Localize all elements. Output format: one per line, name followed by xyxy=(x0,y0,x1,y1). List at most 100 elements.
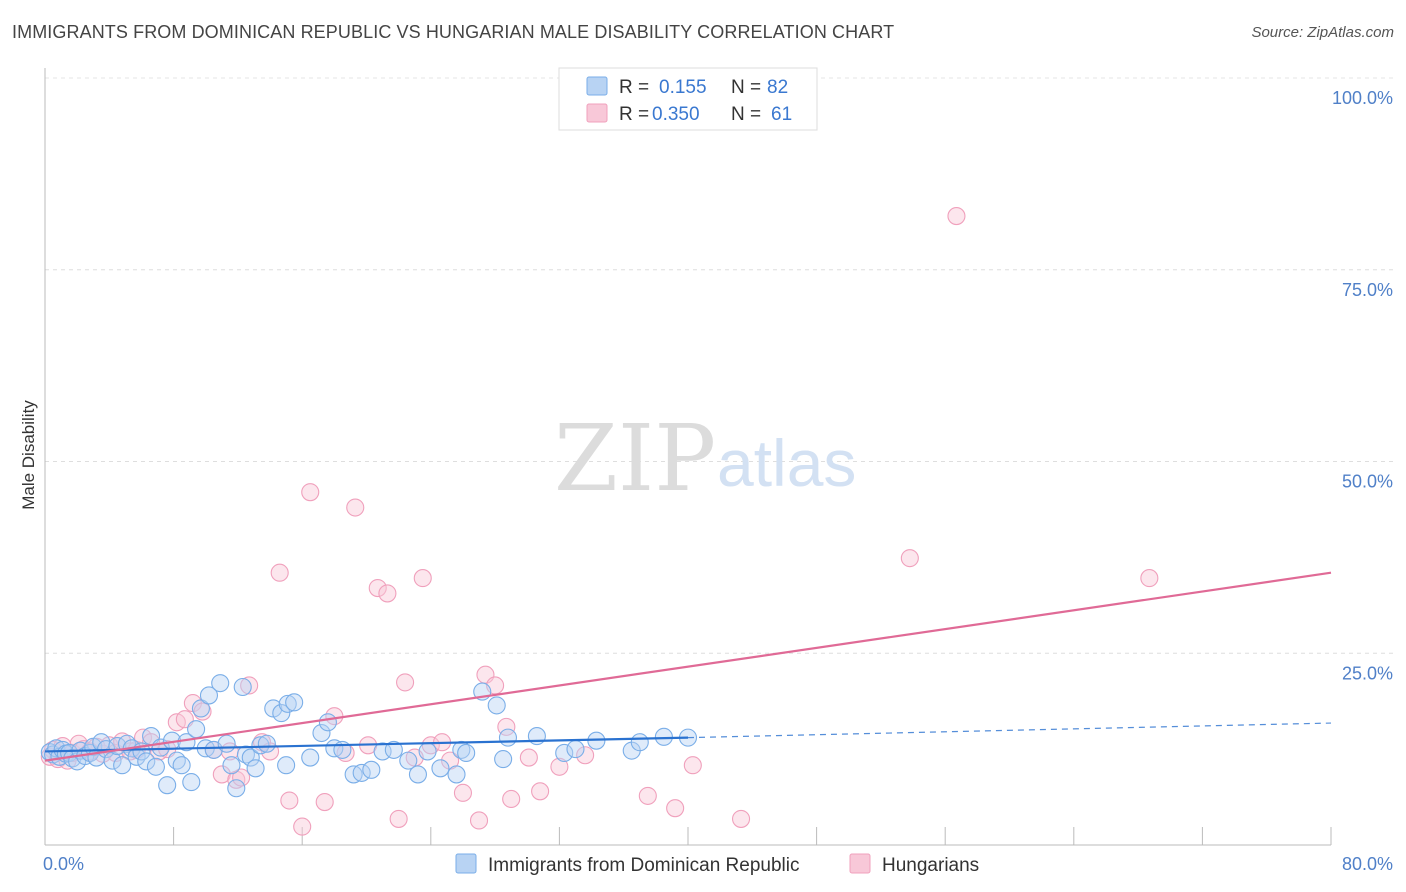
hungarians-point xyxy=(240,676,259,695)
grid-lines xyxy=(45,77,1395,654)
bottom-legend-label-dominican: Immigrants from Dominican Republic xyxy=(488,855,800,876)
dominican-point xyxy=(227,779,246,798)
dominican-point xyxy=(251,736,270,755)
legend-r-label: R = xyxy=(619,104,649,125)
dominican-point xyxy=(384,740,403,759)
legend-r-value: 0.155 xyxy=(659,77,707,98)
hungarians-point xyxy=(666,799,685,818)
dominican-point xyxy=(182,773,201,792)
dominican-point xyxy=(277,756,296,775)
hungarians-point xyxy=(270,563,289,582)
dominican-point xyxy=(146,757,165,776)
y-tick-label: 75.0% xyxy=(1342,280,1393,300)
watermark-atlas: atlas xyxy=(717,426,856,500)
hungarians-point xyxy=(396,673,415,692)
hungarians-point xyxy=(947,207,966,226)
hungarians-trend-line xyxy=(44,571,1332,762)
legend-n-label: N = xyxy=(731,77,761,98)
dominican-point xyxy=(301,748,320,767)
dominican-point xyxy=(630,733,649,752)
dominican-point xyxy=(318,713,337,732)
dominican-point xyxy=(654,727,673,746)
dominican-point xyxy=(494,750,513,769)
dominican-point xyxy=(199,686,219,705)
dominican-point xyxy=(278,694,297,713)
legend-r-value: 0.350 xyxy=(652,104,700,125)
hungarians-point xyxy=(519,748,538,767)
bottom-legend-swatch-dominican xyxy=(455,853,477,874)
dominican-point xyxy=(312,723,331,743)
dominican-point xyxy=(447,765,466,784)
hungarians-point xyxy=(378,584,397,603)
axes xyxy=(44,68,1332,846)
dominican-point xyxy=(217,734,236,753)
dominican-point xyxy=(418,742,437,761)
hungarians-point xyxy=(550,757,569,776)
hungarians-point xyxy=(469,811,489,830)
hungarians-point xyxy=(638,786,657,805)
hungarians-point xyxy=(900,549,919,568)
hungarians-point xyxy=(502,789,521,809)
hungarians-points xyxy=(40,207,1159,836)
hungarians-point xyxy=(453,783,473,802)
bottom-legend-swatch-hungarians xyxy=(849,853,871,874)
dominican-trend-extension xyxy=(687,722,1332,739)
hungarians-point xyxy=(1140,569,1159,588)
hungarians-point xyxy=(389,809,408,828)
dominican-point xyxy=(246,759,265,778)
dominican-point xyxy=(236,745,255,764)
hungarians-point xyxy=(315,792,334,812)
legend-n-value: 61 xyxy=(771,104,792,125)
hungarians-point xyxy=(346,498,365,517)
dominican-point xyxy=(272,704,291,723)
x-tick-label: 0.0% xyxy=(43,854,84,874)
dominican-point xyxy=(498,728,518,747)
dominican-point xyxy=(137,752,156,771)
hungarians-point xyxy=(531,782,550,801)
dominican-point xyxy=(103,751,122,770)
legend-n-label: N = xyxy=(731,104,761,125)
dominican-point xyxy=(113,756,132,775)
hungarians-point xyxy=(232,768,251,787)
x-tick-label: 80.0% xyxy=(1342,854,1393,874)
watermark: ZIP atlas xyxy=(554,405,856,512)
dominican-point xyxy=(487,696,506,715)
dominican-point xyxy=(408,765,427,784)
dominican-point xyxy=(399,751,418,770)
bottom-legend: Immigrants from Dominican Republic Hunga… xyxy=(455,853,979,876)
tick-labels: 25.0% 50.0% 75.0% 100.0% 0.0% 80.0% xyxy=(43,88,1393,874)
dominican-point xyxy=(172,756,191,775)
legend-n-value: 82 xyxy=(767,77,788,98)
legend-swatch-dominican xyxy=(586,76,608,96)
hungarians-point xyxy=(413,569,432,588)
watermark-zip: ZIP xyxy=(554,405,716,512)
hungarians-point xyxy=(293,817,312,836)
dominican-point xyxy=(457,743,476,763)
dominican-point xyxy=(352,763,371,782)
dominican-point xyxy=(257,734,276,753)
dominican-point xyxy=(158,776,177,795)
dominican-point xyxy=(555,743,574,763)
dominican-point xyxy=(373,742,392,761)
dominican-point xyxy=(285,693,304,712)
y-tick-label: 50.0% xyxy=(1342,472,1393,492)
y-tick-label: 25.0% xyxy=(1342,663,1393,683)
y-tick-label: 100.0% xyxy=(1332,88,1393,108)
dominican-point xyxy=(191,699,210,718)
dominican-point xyxy=(362,760,381,779)
hungarians-point xyxy=(368,579,387,598)
hungarians-point xyxy=(193,702,212,721)
hungarians-point xyxy=(301,483,320,502)
hungarians-point xyxy=(280,791,299,810)
dominican-point xyxy=(566,740,585,759)
dominican-point xyxy=(241,748,260,767)
source-label: Source: ZipAtlas.com xyxy=(1251,24,1394,41)
hungarians-point xyxy=(576,746,595,765)
y-axis-label: Male Disability xyxy=(19,400,38,510)
dominican-point xyxy=(211,674,230,693)
legend-r-label: R = xyxy=(619,77,649,98)
dominican-point xyxy=(222,756,241,775)
hungarians-point xyxy=(731,809,751,828)
bottom-legend-label-hungarians: Hungarians xyxy=(882,855,979,876)
